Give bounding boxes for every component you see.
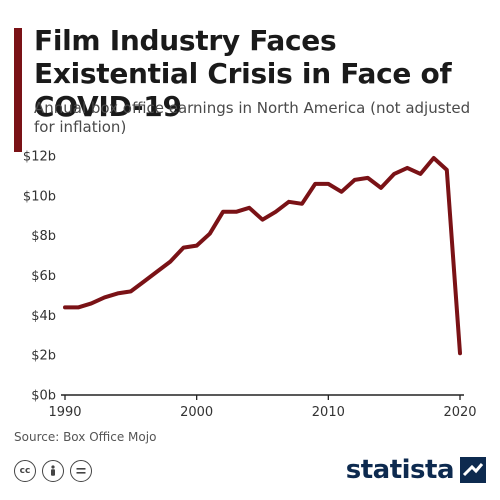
- y-tick-label: $8b: [31, 229, 56, 244]
- x-tick-label: 1990: [48, 405, 81, 420]
- series-group: [63, 156, 462, 356]
- x-axis-ticks: 1990 2000 2010 2020: [48, 395, 477, 420]
- y-tick-label: $10b: [23, 189, 56, 204]
- accent-bar: [14, 28, 22, 152]
- x-tick-label: 2000: [180, 405, 213, 420]
- y-tick-label: $4b: [31, 309, 56, 324]
- y-tick-label: $12b: [23, 150, 56, 165]
- series-line-box-office: [63, 156, 462, 356]
- license-icons: cc: [14, 460, 92, 482]
- y-tick-label: $6b: [31, 269, 56, 284]
- x-tick-label: 2020: [443, 405, 476, 420]
- source-note: Source: Box Office Mojo: [14, 430, 157, 444]
- y-tick-label: $0b: [31, 389, 56, 404]
- y-tick-label: $2b: [31, 349, 56, 364]
- nd-icon[interactable]: [70, 460, 92, 482]
- x-tick-label: 2010: [312, 405, 345, 420]
- brand-name: statista: [345, 455, 455, 485]
- chart-title: Film Industry Faces Existential Crisis i…: [34, 24, 452, 123]
- statista-brand[interactable]: statista: [346, 455, 486, 485]
- y-axis-ticks: $0b $2b $4b $6b $8b $10b $12b: [23, 150, 56, 404]
- statista-logo-icon: [460, 457, 486, 483]
- by-icon[interactable]: [42, 460, 64, 482]
- chart-subtitle: Annual box office earnings in North Amer…: [34, 99, 471, 136]
- cc-icon[interactable]: cc: [14, 460, 36, 482]
